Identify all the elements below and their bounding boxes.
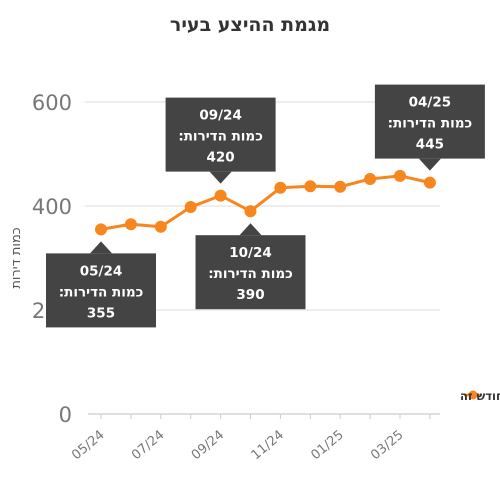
data-point[interactable] bbox=[214, 189, 227, 202]
tooltip-arrow bbox=[209, 171, 232, 184]
y-axis-label: כמות דירות bbox=[9, 227, 24, 288]
tooltip-text: 04/25 bbox=[409, 95, 452, 111]
y-tick-label: 400 bbox=[32, 195, 72, 219]
tooltip-text: 390 bbox=[236, 287, 264, 303]
x-tick-label: 05/24 bbox=[69, 428, 107, 464]
data-point[interactable] bbox=[394, 169, 406, 182]
x-tick-label: 09/24 bbox=[189, 428, 227, 464]
data-point[interactable] bbox=[334, 180, 347, 193]
tooltip-box bbox=[165, 97, 276, 172]
tooltip-box bbox=[374, 84, 485, 159]
tooltip-arrow bbox=[418, 158, 441, 171]
tooltip-text: כמות הדירות: bbox=[388, 116, 473, 132]
tooltip-text: 09/24 bbox=[199, 108, 242, 124]
tooltip-text: כמות הדירות: bbox=[208, 266, 293, 282]
tooltip-text: 355 bbox=[87, 305, 115, 321]
tooltip-text: 420 bbox=[207, 150, 235, 166]
data-point[interactable] bbox=[244, 205, 257, 218]
tooltip-text: כמות הדירות: bbox=[59, 284, 144, 300]
x-tick-label: 01/25 bbox=[308, 428, 346, 464]
tooltip-text: 10/24 bbox=[229, 245, 272, 261]
tooltip-box bbox=[46, 253, 156, 328]
data-point[interactable] bbox=[304, 180, 317, 193]
tooltip-arrow bbox=[239, 223, 262, 236]
data-point[interactable] bbox=[184, 201, 197, 214]
x-tick-label: 11/24 bbox=[249, 428, 287, 464]
chart-title: מגמת ההיצע בעיר bbox=[169, 14, 331, 36]
tooltip-text: כמות הדירות: bbox=[178, 129, 263, 145]
data-point[interactable] bbox=[364, 172, 377, 185]
x-tick-label: 07/24 bbox=[129, 428, 167, 464]
data-point[interactable] bbox=[274, 181, 287, 194]
data-point[interactable] bbox=[95, 223, 107, 236]
y-tick-label: 600 bbox=[32, 91, 72, 115]
data-point[interactable] bbox=[124, 218, 137, 231]
tooltip-box bbox=[195, 235, 306, 310]
legend-label: כמות הדירות המוצעות בחודש זה bbox=[460, 389, 500, 403]
series-line bbox=[100, 174, 431, 231]
data-point[interactable] bbox=[154, 220, 167, 233]
tooltip-text: 05/24 bbox=[80, 263, 123, 279]
x-tick-label: 03/25 bbox=[368, 428, 406, 464]
tooltip-text: 445 bbox=[416, 137, 444, 153]
tooltip-arrow bbox=[90, 241, 112, 254]
data-point[interactable] bbox=[423, 176, 436, 189]
y-tick-label: 0 bbox=[59, 403, 72, 427]
legend-marker bbox=[468, 390, 478, 400]
